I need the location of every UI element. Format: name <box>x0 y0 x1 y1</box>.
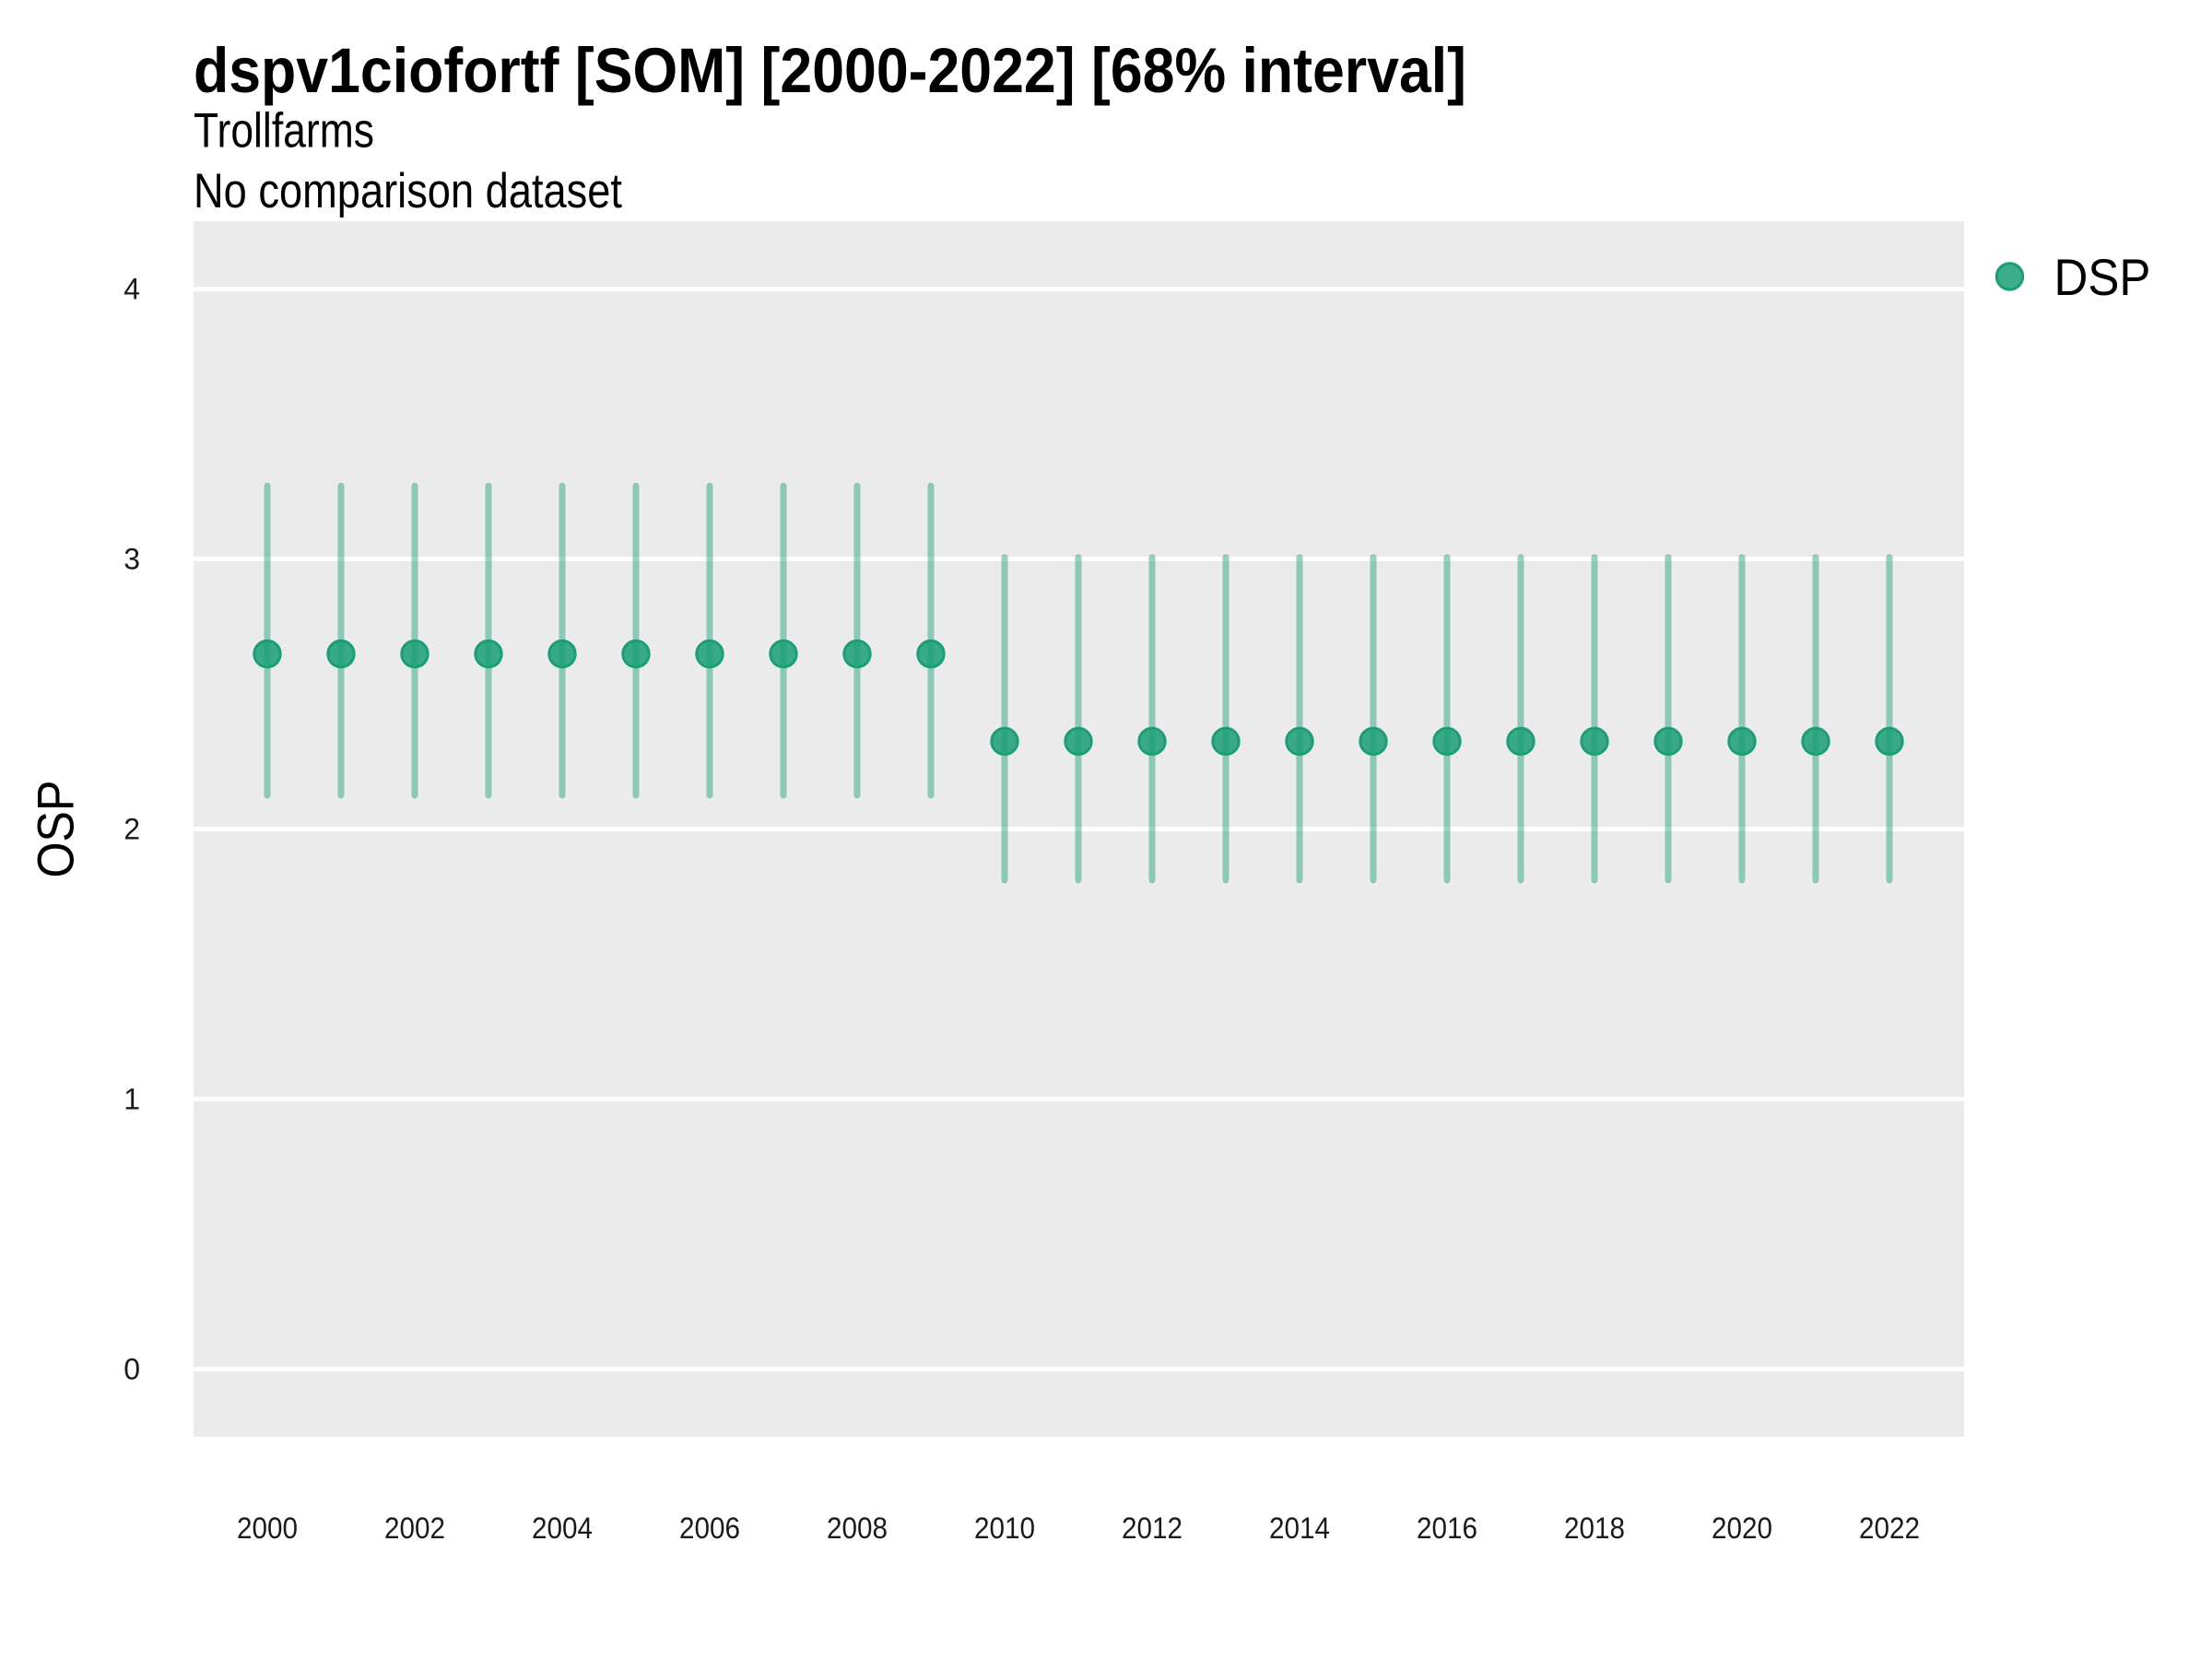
svg-text:dspv1ciofortf [SOM] [2000-2022: dspv1ciofortf [SOM] [2000-2022] [68% int… <box>194 35 1466 106</box>
svg-text:2002: 2002 <box>384 1512 445 1545</box>
svg-text:1: 1 <box>124 1083 140 1116</box>
svg-text:No comparison dataset: No comparison dataset <box>194 164 622 218</box>
svg-text:2022: 2022 <box>1859 1512 1920 1545</box>
svg-text:2006: 2006 <box>679 1512 740 1545</box>
svg-text:2000: 2000 <box>237 1512 298 1545</box>
svg-text:2014: 2014 <box>1269 1512 1330 1545</box>
svg-text:2016: 2016 <box>1417 1512 1477 1545</box>
svg-text:0: 0 <box>124 1353 140 1386</box>
svg-text:2020: 2020 <box>1712 1512 1772 1545</box>
svg-text:2012: 2012 <box>1122 1512 1182 1545</box>
svg-text:OSP: OSP <box>27 781 85 878</box>
svg-text:2008: 2008 <box>827 1512 888 1545</box>
svg-text:4: 4 <box>124 273 140 306</box>
svg-text:2018: 2018 <box>1564 1512 1625 1545</box>
svg-text:2004: 2004 <box>532 1512 593 1545</box>
svg-text:DSP: DSP <box>2054 248 2151 306</box>
svg-text:2010: 2010 <box>974 1512 1035 1545</box>
svg-text:Trollfarms: Trollfarms <box>194 104 374 159</box>
svg-text:3: 3 <box>124 543 140 576</box>
svg-text:2: 2 <box>124 813 140 846</box>
